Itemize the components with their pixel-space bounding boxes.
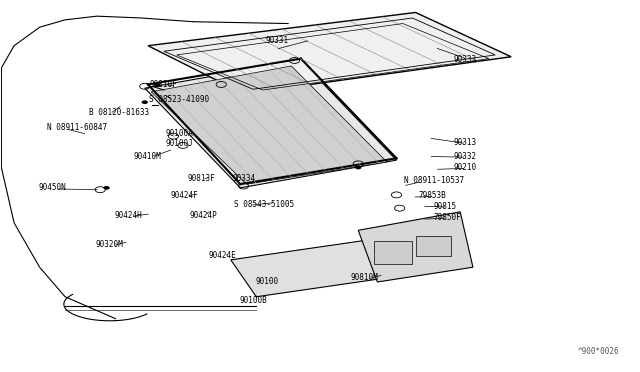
Text: 90331: 90331	[266, 36, 289, 45]
Text: S 08523-41090: S 08523-41090	[149, 95, 209, 104]
Text: B 08120-81633: B 08120-81633	[90, 108, 150, 118]
Text: 90313: 90313	[454, 138, 477, 147]
Circle shape	[154, 83, 161, 87]
Text: 79853B: 79853B	[419, 191, 447, 200]
FancyBboxPatch shape	[374, 241, 412, 263]
Polygon shape	[148, 13, 511, 94]
Text: 90100A: 90100A	[166, 129, 193, 138]
Text: 90450N: 90450N	[38, 183, 66, 192]
Text: 90410M: 90410M	[134, 152, 162, 161]
Text: 90813F: 90813F	[188, 174, 215, 183]
Text: 90332: 90332	[454, 152, 477, 161]
Text: 90424E: 90424E	[209, 251, 236, 260]
Polygon shape	[231, 230, 460, 297]
Text: 90424H: 90424H	[115, 211, 143, 220]
Text: ^900*0026: ^900*0026	[578, 347, 620, 356]
Text: 90320M: 90320M	[96, 240, 124, 249]
FancyBboxPatch shape	[415, 236, 451, 256]
Text: 90100: 90100	[255, 277, 278, 286]
Polygon shape	[145, 61, 396, 188]
Circle shape	[103, 186, 109, 190]
Text: 90333: 90333	[454, 55, 477, 64]
Circle shape	[141, 100, 148, 104]
Text: 90810F: 90810F	[149, 80, 177, 89]
Text: S 08543-51005: S 08543-51005	[234, 200, 294, 209]
Text: 90334: 90334	[232, 174, 255, 183]
Polygon shape	[358, 212, 473, 282]
Text: N 08911-60847: N 08911-60847	[47, 123, 108, 132]
Text: 90815: 90815	[433, 202, 456, 211]
Text: 90100J: 90100J	[166, 139, 193, 148]
Text: N 08911-10537: N 08911-10537	[404, 176, 464, 185]
Text: 90810M: 90810M	[351, 273, 378, 282]
Text: 90100B: 90100B	[239, 296, 267, 305]
Circle shape	[355, 166, 362, 169]
Text: 90424F: 90424F	[170, 191, 198, 200]
Text: 90210: 90210	[454, 163, 477, 172]
Polygon shape	[151, 66, 387, 184]
Text: 90424P: 90424P	[189, 211, 217, 220]
Text: 79850F: 79850F	[433, 213, 461, 222]
